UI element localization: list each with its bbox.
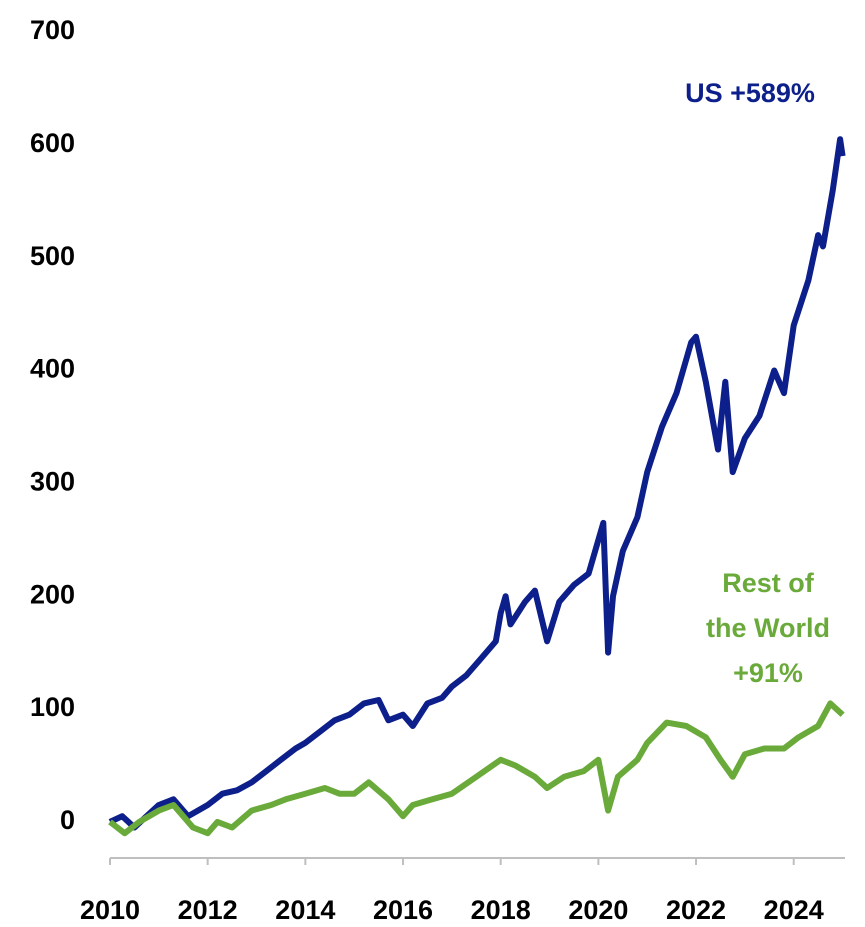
y-tick-label: 700 xyxy=(30,15,75,45)
x-tick-label: 2024 xyxy=(764,895,824,925)
x-tick-label: 2010 xyxy=(80,895,140,925)
x-tick-label: 2020 xyxy=(568,895,628,925)
x-tick-label: 2014 xyxy=(275,895,335,925)
x-tick-label: 2022 xyxy=(666,895,726,925)
y-tick-label: 500 xyxy=(30,241,75,271)
annotation: the World xyxy=(706,613,830,643)
x-tick-label: 2016 xyxy=(373,895,433,925)
series-line xyxy=(108,700,845,837)
annotation: Rest of xyxy=(722,568,815,598)
series-line xyxy=(108,136,846,831)
annotation: US +589% xyxy=(685,78,815,108)
y-tick-label: 600 xyxy=(30,128,75,158)
x-tick-label: 2012 xyxy=(178,895,238,925)
y-tick-label: 200 xyxy=(30,579,75,609)
y-tick-label: 100 xyxy=(30,692,75,722)
y-tick-label: 300 xyxy=(30,466,75,496)
y-tick-label: 0 xyxy=(60,805,75,835)
x-tick-label: 2018 xyxy=(471,895,531,925)
annotation: +91% xyxy=(733,658,803,688)
y-tick-label: 400 xyxy=(30,354,75,384)
